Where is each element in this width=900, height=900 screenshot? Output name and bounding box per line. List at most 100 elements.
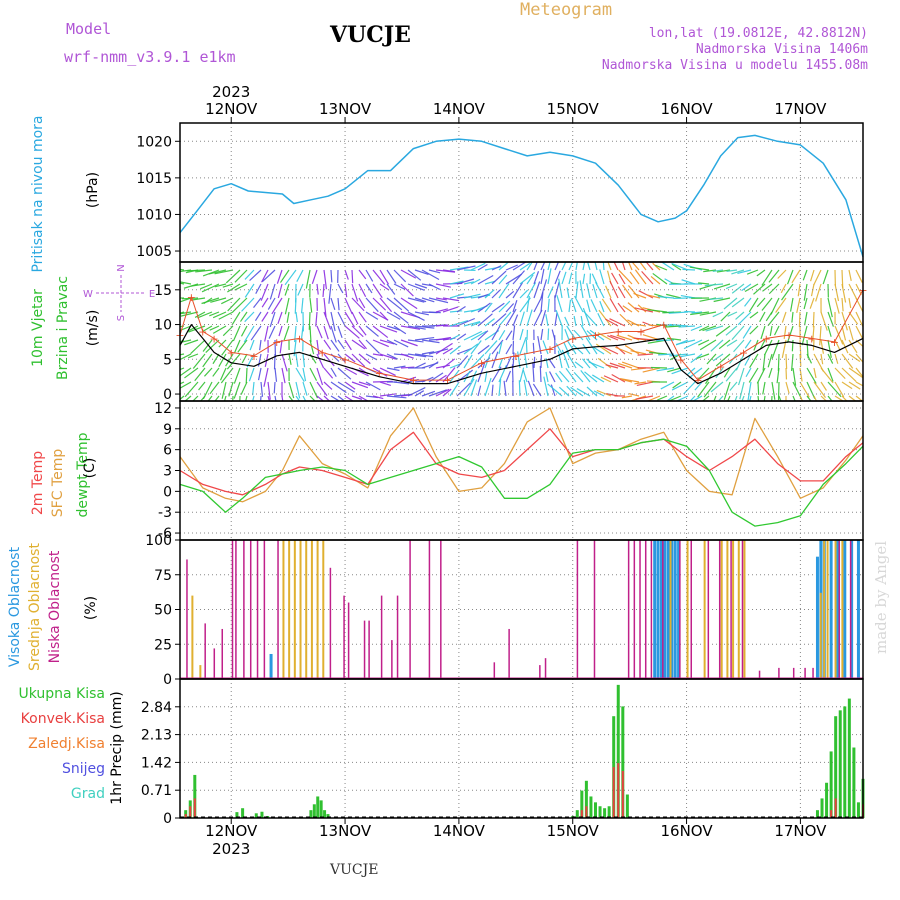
pressure-line (179, 134, 864, 258)
cloud-ytick-label: 75 (154, 568, 172, 584)
model-label: Model (66, 20, 112, 38)
temp-dew-line (179, 438, 864, 527)
precip-total-bar (260, 811, 264, 818)
cloud-low-bar (644, 540, 647, 679)
precip-total-bar (326, 814, 330, 818)
pressure-ytick-label: 1005 (136, 244, 172, 260)
bottom-day-label: 14NOV (433, 822, 486, 840)
cloud-mid-bar (191, 595, 194, 679)
cloud-low-bar (707, 540, 710, 679)
cloud-low-bar (428, 540, 431, 679)
bottom-day-label: 16NOV (660, 822, 713, 840)
cloud-high-bar (653, 540, 657, 679)
cloud-low-bar (186, 559, 188, 679)
cloud-low-bar (849, 540, 852, 679)
cloud-low-bar (263, 540, 266, 679)
temp-ytick-label: 0 (163, 484, 172, 500)
cloud-mid-bar (305, 540, 308, 679)
precip-total-bar (319, 800, 323, 818)
cloud-low-bar (231, 540, 234, 679)
cloud-high-bar (836, 540, 840, 679)
cloud-high-bar (815, 556, 819, 679)
temp-2m-line (179, 428, 864, 496)
cloud-ytick-label: 25 (154, 637, 172, 653)
precip-conv-bar (193, 798, 196, 818)
wind-gust-marker: + (568, 332, 577, 345)
axis-layer: 1005101010151020051015-6-303691202550751… (136, 83, 827, 858)
cloud-mid-bar (834, 540, 837, 679)
cloud-low-bar (741, 540, 744, 679)
precip-total-bar (834, 716, 838, 818)
precip-ytick-label: 1.42 (141, 755, 172, 771)
cloud-low-bar (650, 540, 653, 679)
top-day-label: 15NOV (547, 100, 600, 118)
cloud-mid-bar (299, 540, 302, 679)
cloud-low-bar (508, 628, 510, 679)
top-day-label: 12NOV (205, 100, 258, 118)
wind-gust-marker: + (443, 374, 452, 387)
footer-station: VUCJE (330, 862, 379, 878)
precip-conv-bar (585, 806, 588, 818)
wind-ytick-label: 10 (154, 318, 172, 334)
precip-conv-bar (621, 771, 624, 818)
compass-n: N (116, 264, 127, 271)
cloud-high-bar (843, 540, 847, 679)
cloud-mid-bar (686, 540, 689, 679)
precip-ytick-label: 0.71 (141, 783, 172, 799)
wind-gust-marker: + (511, 350, 520, 363)
bottom-day-label: 17NOV (774, 822, 827, 840)
cloud-mid-bar (823, 540, 826, 679)
temp-ytick-label: 3 (163, 464, 172, 480)
cloud-high-bar (666, 540, 670, 679)
precip-total-bar (815, 810, 819, 818)
precip-legend-conv: Konvek.Kisa (20, 711, 105, 727)
bottom-day-label: 13NOV (319, 822, 372, 840)
cloud-low-bar (440, 540, 442, 679)
wind-gust-marker: + (659, 319, 668, 332)
wind-gust-marker: + (340, 353, 349, 366)
cloud-high-bar (670, 540, 674, 679)
cloud-high-bar (656, 540, 660, 679)
cloud-low-bar (221, 628, 224, 679)
wind-gust-marker: + (198, 326, 207, 339)
wind-arrows-layer (180, 262, 863, 401)
temp-ytick-label: 12 (154, 401, 172, 417)
top-day-label: 14NOV (433, 100, 486, 118)
wind-gust-marker: + (187, 291, 196, 304)
cloud-mid-bar (726, 540, 729, 679)
cloud-ytick-label: 0 (163, 672, 172, 688)
cloud-low-bar (627, 540, 630, 679)
cloud-low-bar (235, 540, 237, 679)
precip-total-bar (235, 812, 239, 818)
precip-total-bar (856, 802, 860, 818)
precip-total-bar (254, 813, 258, 818)
wind-gust-line (179, 289, 864, 381)
precip-conv-bar (612, 767, 615, 818)
cloud-low-bar (391, 640, 393, 679)
precip-total-bar (575, 810, 579, 818)
cloud-low-bar (329, 567, 332, 679)
compass-icon: N W E S (83, 264, 155, 321)
cloud-low-bar (633, 540, 636, 679)
precip-total-bar (589, 796, 593, 818)
cloud-low-bar (249, 540, 252, 679)
lonlat-label: lon,lat (19.0812E, 42.8812N) (648, 26, 868, 41)
cloud-mid-bar (282, 540, 285, 679)
cloud-low-bar (593, 540, 596, 679)
precip-total-bar (580, 790, 584, 818)
precip-total-bar (607, 806, 611, 818)
cloud-mid-bar (322, 540, 325, 679)
compass-w: W (83, 289, 93, 300)
station-title: VUCJE (330, 22, 411, 48)
precip-total-bar (616, 684, 620, 818)
temp-ytick-label: -6 (158, 526, 172, 542)
cloud-mid-bar (819, 592, 822, 679)
precip-total-bar (241, 808, 245, 818)
pressure-ytick-label: 1020 (136, 134, 172, 150)
wind-gust-marker: + (318, 346, 327, 359)
wind-gust-marker: + (614, 326, 623, 339)
cloud-low-bar (243, 540, 245, 679)
cloud-low-bar (662, 540, 664, 679)
cloud-low-bar (679, 540, 681, 679)
meteogram-title: Meteogram (520, 0, 613, 20)
